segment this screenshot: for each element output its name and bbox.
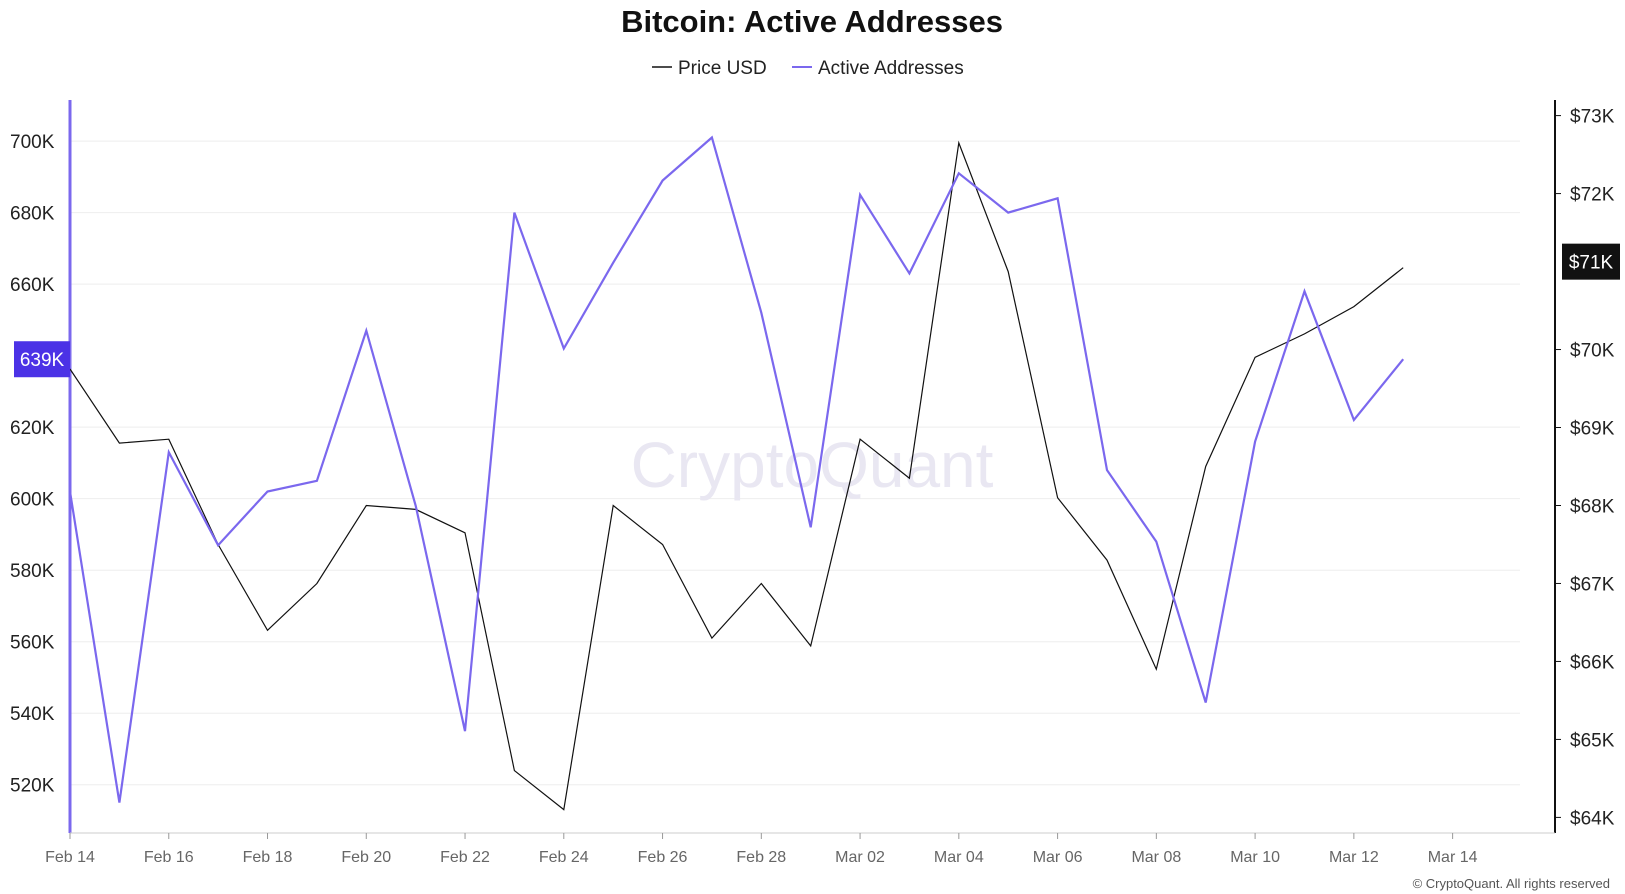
y-right-tick-label: $70K	[1570, 341, 1615, 362]
series-line-active-addresses[interactable]	[68, 135, 1405, 803]
chart-title: Bitcoin: Active Addresses	[621, 4, 1003, 39]
last-value-badge-right	[1562, 243, 1620, 280]
y-right-tick-label: $72K	[1570, 185, 1615, 206]
x-tick-label: Feb 20	[341, 849, 391, 866]
y-right-tick-label: $68K	[1570, 496, 1615, 517]
x-tick-label: Feb 26	[638, 849, 688, 866]
y-left-tick-label: 680K	[10, 204, 55, 225]
x-tick-label: Feb 28	[736, 849, 786, 866]
x-tick-label: Mar 10	[1230, 849, 1280, 866]
y-left-tick-label: 700K	[10, 132, 55, 153]
series	[68, 135, 1405, 811]
y-right-tick-label: $65K	[1570, 730, 1615, 751]
series-line-price-usd[interactable]	[69, 140, 1404, 811]
y-left-tick-label: 560K	[10, 633, 55, 654]
y-left-tick-label: 620K	[10, 418, 55, 439]
x-tick-label: Mar 08	[1131, 849, 1181, 866]
watermark: CryptoQuant	[631, 429, 994, 501]
x-tick-label: Mar 04	[934, 849, 984, 866]
x-tick-label: Feb 18	[243, 849, 293, 866]
x-tick-label: Feb 16	[144, 849, 194, 866]
legend[interactable]: Price USD Active Addresses	[652, 58, 964, 79]
x-tick-label: Feb 22	[440, 849, 490, 866]
x-tick-label: Mar 06	[1033, 849, 1083, 866]
legend-label-active: Active Addresses	[818, 58, 964, 79]
axes: 520K 540K 560K 580K 600K 620K 660K 680K 700K $64K…	[10, 100, 1615, 866]
legend-label-price: Price USD	[678, 58, 767, 79]
x-tick-label: Mar 14	[1428, 849, 1478, 866]
y-left-tick-label: 540K	[10, 704, 55, 725]
y-right-tick-label: $73K	[1570, 107, 1615, 128]
grid	[70, 140, 1520, 786]
x-tick-label: Mar 02	[835, 849, 885, 866]
copyright-text: © CryptoQuant. All rights reserved	[1413, 876, 1610, 891]
x-tick-label: Feb 24	[539, 849, 589, 866]
x-tick-label: Mar 12	[1329, 849, 1379, 866]
y-right-tick-label: $69K	[1570, 419, 1615, 440]
y-right-tick-label: $64K	[1570, 808, 1615, 829]
y-left-tick-label: 580K	[10, 561, 55, 582]
last-value-badge-left-text: 639K	[20, 350, 65, 371]
x-tick-label: Feb 14	[45, 849, 95, 866]
y-right-tick-label: $67K	[1570, 574, 1615, 595]
last-value-badge-left	[14, 341, 70, 378]
y-left-tick-label: 660K	[10, 275, 55, 296]
y-right-tick-label: $66K	[1570, 652, 1615, 673]
value-badges: 639K $71K	[14, 243, 1620, 378]
y-left-tick-label: 520K	[10, 776, 55, 797]
y-left-tick-label: 600K	[10, 490, 55, 511]
last-value-badge-right-text: $71K	[1569, 253, 1614, 274]
